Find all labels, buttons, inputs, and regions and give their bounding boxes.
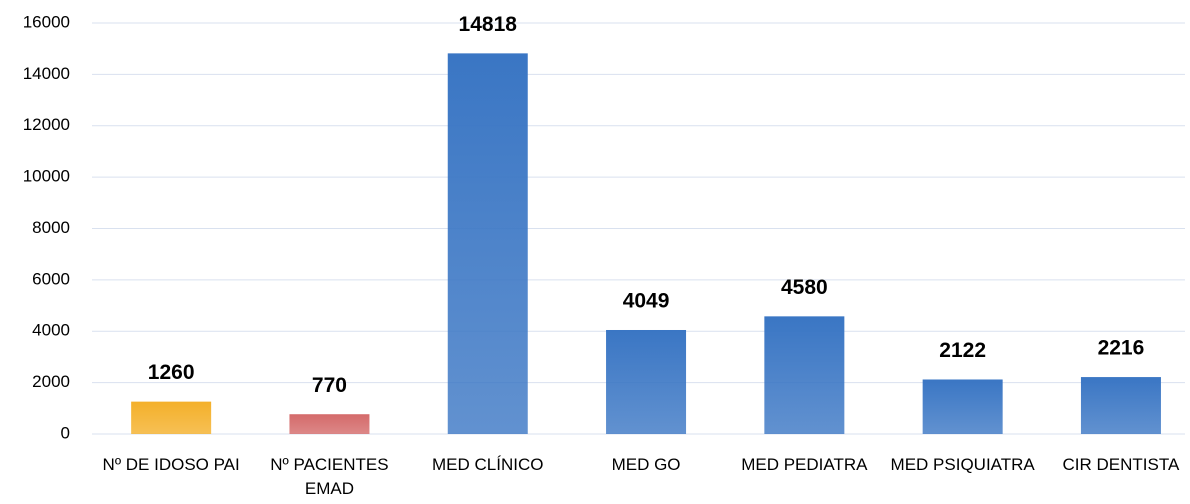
bar bbox=[606, 329, 687, 434]
y-tick-label: 14000 bbox=[23, 64, 70, 83]
data-label: 1260 bbox=[148, 361, 195, 384]
y-tick-label: 2000 bbox=[32, 372, 70, 391]
data-label: 770 bbox=[312, 374, 347, 397]
x-tick-label: MED PSIQUIATRA bbox=[891, 455, 1036, 474]
bar bbox=[447, 53, 528, 435]
x-tick-label: MED GO bbox=[612, 455, 681, 474]
y-tick-label: 6000 bbox=[32, 269, 70, 288]
data-label: 4049 bbox=[623, 290, 670, 313]
data-label: 14818 bbox=[459, 13, 518, 36]
x-tick-line: Nº DE IDOSO PAI bbox=[103, 455, 240, 474]
bar bbox=[131, 401, 212, 434]
y-tick-label: 16000 bbox=[23, 12, 70, 31]
x-tick-label: MED PEDIATRA bbox=[741, 455, 868, 474]
x-tick-label: CIR DENTISTA bbox=[1063, 455, 1180, 474]
x-tick-line: MED PEDIATRA bbox=[741, 455, 868, 474]
y-tick-label: 8000 bbox=[32, 218, 70, 237]
x-tick-line: Nº PACIENTES bbox=[270, 455, 388, 474]
data-label: 4580 bbox=[781, 276, 828, 299]
y-tick-label: 0 bbox=[61, 423, 70, 442]
x-tick-label: Nº PACIENTES EMAD bbox=[270, 455, 388, 498]
bar bbox=[922, 379, 1003, 434]
x-tick-label: Nº DE IDOSO PAI bbox=[103, 455, 240, 474]
y-tick-label: 12000 bbox=[23, 115, 70, 134]
x-tick-label: MED CLÍNICO bbox=[432, 455, 543, 474]
bar bbox=[289, 414, 370, 434]
x-tick-line: CIR DENTISTA bbox=[1063, 455, 1180, 474]
bar bbox=[764, 316, 845, 434]
y-tick-label: 10000 bbox=[23, 167, 70, 186]
bar bbox=[1080, 377, 1161, 434]
x-tick-line: MED CLÍNICO bbox=[432, 455, 543, 474]
data-label: 2122 bbox=[939, 339, 986, 362]
data-label: 2216 bbox=[1098, 337, 1145, 360]
y-tick-label: 4000 bbox=[32, 321, 70, 340]
x-tick-line: MED GO bbox=[612, 455, 681, 474]
x-tick-line: EMAD bbox=[305, 479, 354, 498]
x-tick-line: MED PSIQUIATRA bbox=[891, 455, 1036, 474]
